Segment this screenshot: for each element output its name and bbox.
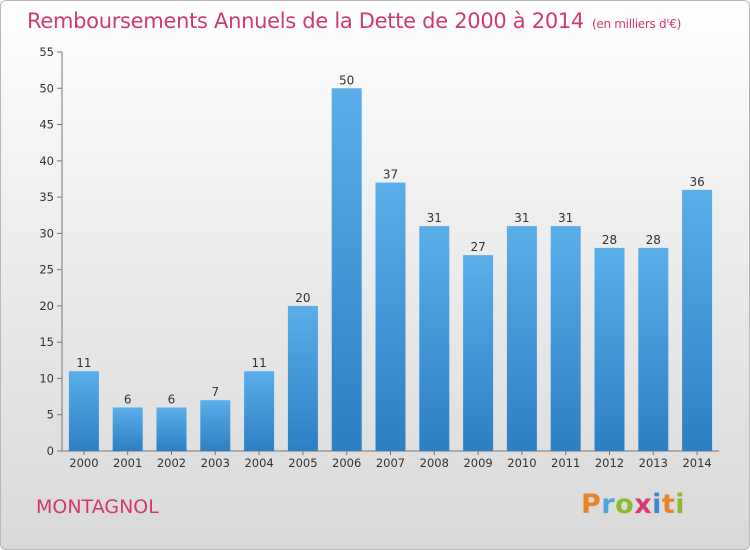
x-tick-label: 2001: [113, 456, 142, 470]
bar-2001: [112, 407, 143, 451]
proxiti-logo: Proxiti: [581, 489, 686, 520]
bars: [68, 88, 713, 451]
data-labels: 11 6 6 7 11 20 50 37 31 27 31 31 28 28 36: [76, 73, 704, 406]
x-tick-label: 2000: [69, 456, 98, 470]
x-tick-label: 2004: [244, 456, 273, 470]
x-tick-label: 2010: [507, 456, 536, 470]
bar-2004: [244, 371, 275, 451]
data-label-2000: 11: [76, 356, 91, 370]
bar-2010: [506, 226, 537, 451]
chart-title-text: Remboursements Annuels de la Dette de 20…: [27, 9, 584, 33]
bar-2012: [594, 247, 625, 451]
y-tick-label: 30: [39, 226, 54, 240]
data-label-2014: 36: [689, 175, 704, 189]
data-label-2010: 31: [514, 211, 529, 225]
data-label-2001: 6: [124, 392, 132, 406]
chart-unit: (en milliers d'€): [592, 17, 682, 31]
x-tick-label: 2006: [332, 456, 361, 470]
x-tick-label: 2002: [157, 456, 186, 470]
bar-2006: [331, 88, 362, 451]
axes: 0 5 10 15 20 25 30 35 40 45 50 55 2000 2001 2002 2003 20…: [39, 45, 719, 470]
data-label-2008: 31: [427, 211, 442, 225]
y-tick-label: 25: [39, 263, 54, 277]
data-label-2013: 28: [646, 233, 661, 247]
x-tick-label: 2008: [420, 456, 449, 470]
data-label-2009: 27: [470, 240, 485, 254]
bar-2005: [287, 305, 318, 451]
y-tick-label: 55: [39, 45, 54, 59]
data-label-2007: 37: [383, 168, 398, 182]
data-label-2004: 11: [251, 356, 266, 370]
data-label-2006: 50: [339, 73, 354, 87]
bar-2009: [463, 255, 494, 451]
x-tick-label: 2003: [201, 456, 230, 470]
data-label-2012: 28: [602, 233, 617, 247]
bar-2014: [682, 189, 713, 451]
y-tick-label: 15: [39, 335, 54, 349]
commune-name: MONTAGNOL: [36, 496, 159, 518]
y-tick-label: 35: [39, 190, 54, 204]
x-tick-label: 2005: [288, 456, 317, 470]
y-tick-label: 20: [39, 299, 54, 313]
data-label-2011: 31: [558, 211, 573, 225]
y-tick-label: 50: [39, 81, 54, 95]
x-tick-label: 2014: [682, 456, 711, 470]
y-tick-label: 0: [47, 444, 54, 458]
x-tick-label: 2012: [595, 456, 624, 470]
x-tick-label: 2007: [376, 456, 405, 470]
bar-2011: [550, 226, 581, 451]
y-tick-label: 45: [39, 118, 54, 132]
bar-2008: [419, 226, 450, 451]
y-tick-label: 40: [39, 154, 54, 168]
chart-title: Remboursements Annuels de la Dette de 20…: [27, 9, 681, 33]
x-tick-label: 2013: [639, 456, 668, 470]
bar-2003: [200, 400, 231, 451]
data-label-2003: 7: [211, 385, 219, 399]
y-tick-label: 10: [39, 371, 54, 385]
bar-2002: [156, 407, 187, 451]
bar-2013: [638, 247, 669, 451]
bar-2007: [375, 182, 406, 451]
y-tick-label: 5: [47, 408, 54, 422]
x-tick-label: 2011: [551, 456, 580, 470]
data-label-2002: 6: [168, 392, 176, 406]
bar-2000: [68, 371, 99, 451]
x-tick-label: 2009: [463, 456, 492, 470]
data-label-2005: 20: [295, 291, 310, 305]
